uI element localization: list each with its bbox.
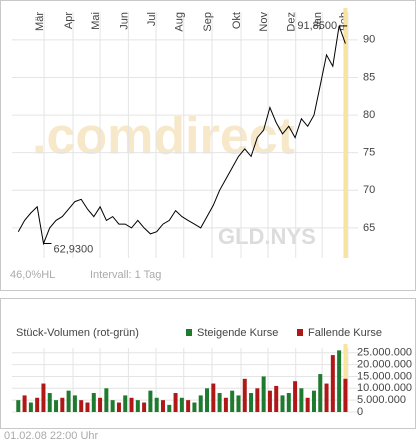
x-tick-label: Mai [90,12,102,30]
volume-bar [60,397,65,412]
highlight-band [343,8,348,258]
x-tick-label: Sep [202,12,214,32]
highlight-band [343,344,348,412]
volume-bar [318,374,323,412]
volume-bar [167,404,172,412]
volume-bar [211,383,216,412]
x-tick-label: Nov [258,12,270,32]
volume-bar [305,397,310,412]
volume-bar [22,395,27,412]
x-tick-label: Jul [146,12,158,26]
volume-bar [123,395,128,412]
volume-bar [41,383,46,412]
y-tick-label: 10.000.000 [357,382,412,394]
volume-bar [299,388,304,412]
volume-bar [267,390,272,412]
volume-bar [160,400,165,412]
y-tick-label: 65 [363,222,375,234]
y-tick-label: 70 [363,184,375,196]
x-tick-label: Aug [174,12,186,32]
volume-bar [186,400,191,412]
volume-bar [135,400,140,412]
volume-bar [343,378,348,412]
x-tick-label: Jun [118,12,130,30]
info-label: 46,0%HL [10,269,55,281]
y-tick-label: 5.000.000 [357,394,406,406]
info-label: Intervall: 1 Tag [90,269,161,281]
y-tick-label: 85 [363,71,375,83]
y-tick-label: 90 [363,34,375,46]
volume-bar [104,388,109,412]
x-tick-label: Apr [63,12,75,29]
volume-bar [280,395,285,412]
y-tick-label: 80 [363,109,375,121]
y-tick-label: 25.000.000 [357,347,412,359]
legend-swatch [297,329,303,336]
volume-bar [330,355,335,412]
x-tick-label: Mär [34,12,46,31]
volume-bar [179,397,184,412]
legend-label: Steigende Kurse [197,327,278,339]
volume-bar [205,388,210,412]
y-tick-label: 0 [357,406,363,418]
x-tick-label: Jan [312,12,324,30]
volume-bar [66,390,71,412]
annotation: 91,8500 [297,20,337,32]
volume-bar [337,350,342,412]
x-tick-label: Dez [286,12,298,32]
chart-title: Stück-Volumen (rot-grün) [16,327,139,339]
volume-bar [28,402,33,412]
volume-bar [85,402,90,412]
volume-bar [286,393,291,412]
volume-bar [230,390,235,412]
volume-bar [16,400,21,412]
volume-bar [223,397,228,412]
volume-bar [91,393,96,412]
volume-bar [236,395,241,412]
legend-swatch [186,329,192,336]
volume-bar [217,393,222,412]
volume-bar [261,376,266,412]
volume-bar [154,397,159,412]
volume-bar [274,385,279,412]
volume-bar [192,402,197,412]
y-tick-label: 20.000.000 [357,358,412,370]
volume-bar [249,393,254,412]
volume-bar [72,395,77,412]
volume-bar [54,400,59,412]
price-line [17,25,346,246]
annotation: 62,9300 [53,243,93,255]
x-tick-label: Okt [231,12,243,29]
volume-bar [198,395,203,412]
watermark: .comdirect [32,108,295,166]
volume-bar [35,397,40,412]
volume-bar [47,393,52,412]
y-tick-label: 15.000.000 [357,370,412,382]
footer: 01.02.08 22:00 Uhr [4,430,99,442]
volume-bar [148,390,153,412]
volume-bar [324,383,329,412]
volume-bar [116,402,121,412]
volume-bar [173,393,178,412]
y-tick-label: 75 [363,147,375,159]
legend-label: Fallende Kurse [308,327,382,339]
volume-bar [129,397,134,412]
volume-bar [142,402,147,412]
volume-bar [311,390,316,412]
volume-bar [98,397,103,412]
volume-bar [242,378,247,412]
volume-bar [293,381,298,412]
volume-bar [255,388,260,412]
volume-bar [110,400,115,412]
volume-bar [79,400,84,412]
